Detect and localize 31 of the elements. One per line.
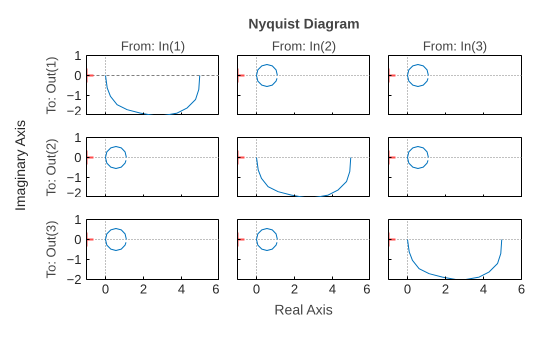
y-tick-label: 0	[74, 150, 82, 165]
y-tick-label: 1	[74, 130, 82, 145]
y-tick-label: 0	[74, 68, 82, 83]
x-tick-label: 4	[178, 282, 186, 296]
x-tick-label: 4	[328, 282, 336, 296]
y-tick-label: −2	[66, 272, 82, 287]
y-axis-title: To: Out(2)	[44, 138, 59, 196]
y-tick-label: 0	[74, 232, 82, 247]
y-tick-label: −1	[66, 252, 82, 267]
y-tick-label: 1	[74, 212, 82, 227]
y-tick-label: −1	[66, 88, 82, 103]
x-tick-label: 0	[404, 282, 412, 296]
y-axis-title: To: Out(3)	[44, 220, 59, 278]
y-axis-title: To: Out(1)	[44, 56, 59, 114]
x-tick-label: 6	[363, 282, 371, 296]
x-tick-label: 2	[290, 282, 298, 296]
x-tick-label: 0	[102, 282, 110, 296]
y-tick-label: −1	[66, 170, 82, 185]
x-tick-label: 0	[252, 282, 260, 296]
x-tick-label: 6	[518, 282, 526, 296]
x-tick-label: 6	[212, 282, 220, 296]
chart-title: From: In(1)	[120, 38, 186, 54]
x-tick-label: 2	[140, 282, 148, 296]
text: Imaginary Axis	[11, 119, 29, 211]
text: Nyquist Diagram	[248, 16, 360, 32]
text: Real Axis	[274, 302, 333, 318]
chart-title: From: In(2)	[272, 38, 336, 54]
y-tick-label: 1	[74, 48, 82, 63]
chart-title: From: In(3)	[422, 38, 488, 54]
x-tick-label: 2	[442, 282, 450, 296]
x-tick-label: 4	[480, 282, 488, 296]
